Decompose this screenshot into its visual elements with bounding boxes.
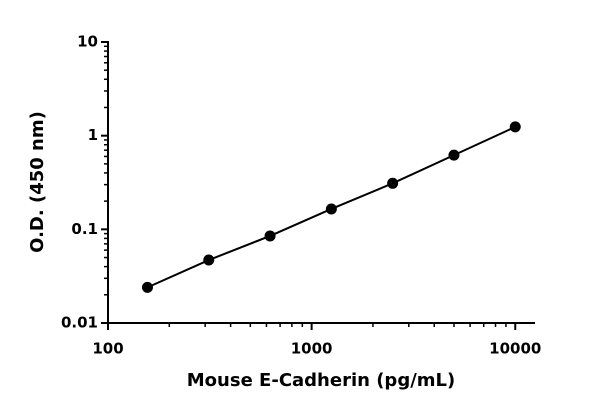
data-point	[448, 149, 460, 161]
y-tick-label: 0.1	[71, 220, 98, 238]
data-point	[325, 203, 337, 215]
y-tick-label: 10	[77, 33, 98, 51]
data-point	[203, 254, 215, 266]
y-tick-label: 1	[88, 126, 98, 144]
x-axis-title: Mouse E-Cadherin (pg/mL)	[187, 370, 455, 391]
y-tick-label: 0.01	[61, 314, 98, 332]
data-point	[387, 177, 399, 189]
x-tick-label: 100	[92, 340, 123, 358]
data-point	[509, 121, 521, 133]
data-point	[264, 230, 276, 242]
data-point	[141, 281, 153, 293]
x-tick-label: 1000	[291, 340, 333, 358]
x-tick-label: 10000	[489, 340, 541, 358]
y-axis-title: O.D. (450 nm)	[27, 111, 48, 253]
